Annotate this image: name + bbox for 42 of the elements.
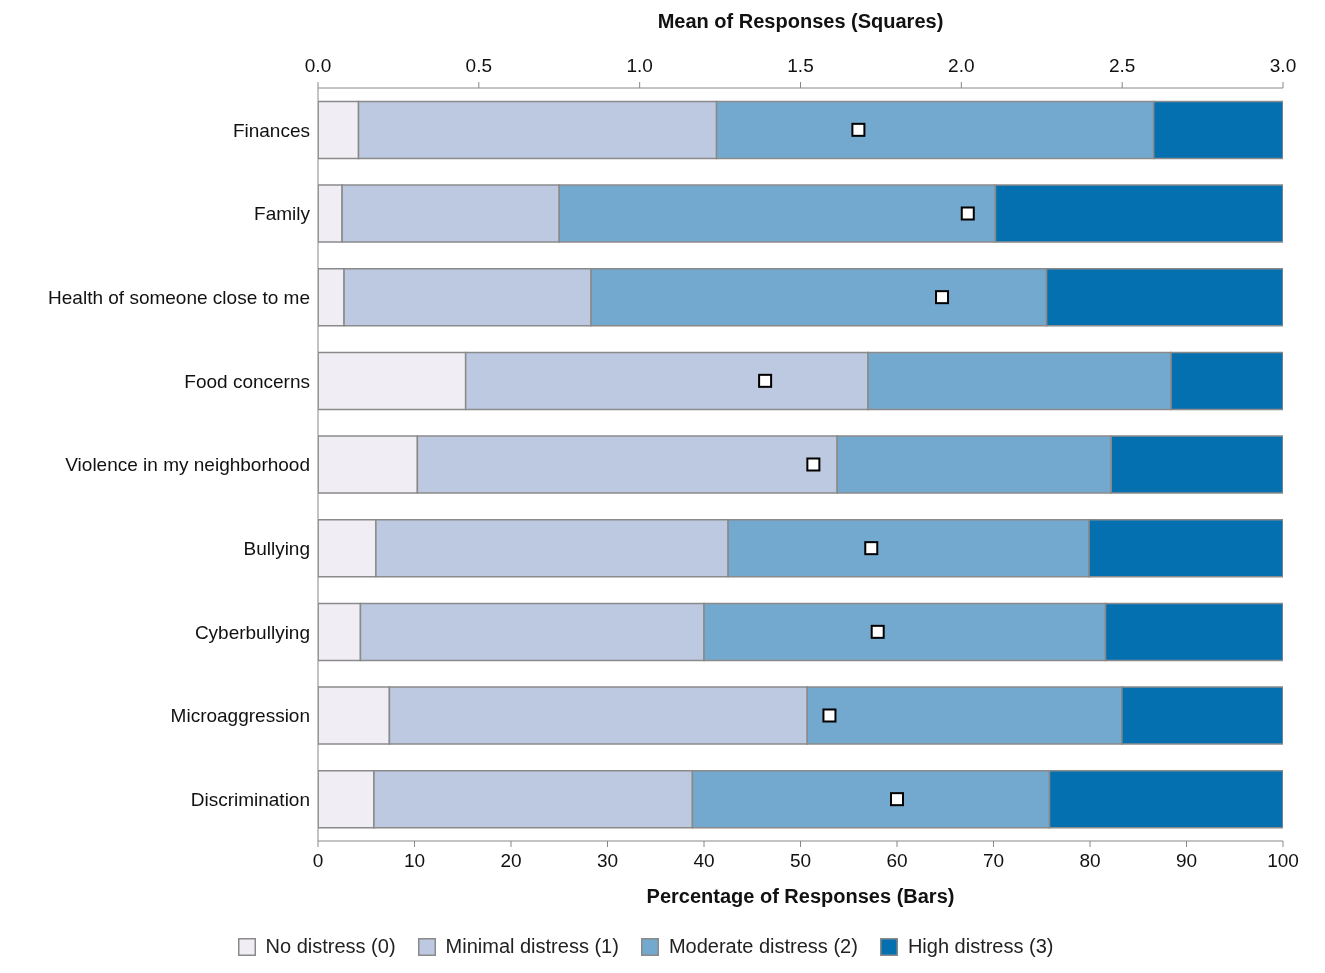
- point: [890, 792, 904, 807]
- x2-tick-label: 0.5: [465, 55, 493, 76]
- x-tick-label: 0: [312, 850, 324, 871]
- y-tick-label: Cyberbullying: [194, 621, 310, 643]
- y-tick-label: Microaggression: [170, 705, 310, 727]
- x-tick-label: 50: [789, 850, 812, 871]
- y-tick-label: Finances: [232, 119, 310, 141]
- point: [870, 624, 885, 639]
- x2-tick-label: 2.5: [1108, 55, 1136, 76]
- point: [758, 373, 773, 388]
- point: [960, 206, 975, 221]
- y-tick-label: Health of someone close to me: [48, 286, 310, 308]
- y-tick-label: Discrimination: [190, 788, 310, 810]
- y-tick-label: Violence in my neighborhood: [65, 454, 310, 476]
- x-tick-label: 70: [982, 850, 1005, 871]
- x-axis-title: Percentage of Responses (Bars): [646, 885, 955, 907]
- x2-tick-label: 1.5: [787, 55, 814, 76]
- x-tick-label: 100: [1267, 850, 1299, 871]
- point: [864, 541, 879, 556]
- legend-label: Moderate distress (2): [668, 935, 858, 958]
- legend-label: Minimal distress (1): [445, 935, 619, 958]
- x-tick-label: 30: [596, 850, 619, 871]
- y-tick-label: Family: [254, 203, 311, 225]
- x2-tick-label: 0.0: [304, 55, 332, 76]
- x-tick-label: 90: [1175, 850, 1198, 871]
- x-tick-label: 80: [1079, 850, 1101, 871]
- x-tick-label: 10: [403, 850, 426, 871]
- x-tick-label: 40: [693, 850, 715, 871]
- x2-axis-title: Mean of Responses (Squares): [657, 10, 944, 33]
- legend-label: High distress (3): [907, 935, 1054, 958]
- y-tick-label: Food concerns: [184, 370, 310, 392]
- point: [806, 457, 821, 472]
- point: [851, 122, 866, 137]
- point: [935, 290, 950, 305]
- legend-label: No distress (0): [265, 935, 396, 958]
- x2-tick-label: 3.0: [1269, 55, 1297, 76]
- x2-tick-label: 1.0: [626, 55, 653, 76]
- point: [822, 708, 837, 723]
- x2-tick-label: 2.0: [948, 55, 975, 76]
- y-tick-label: Bullying: [243, 537, 310, 559]
- x-tick-label: 20: [500, 850, 522, 871]
- x-tick-label: 60: [886, 850, 908, 871]
